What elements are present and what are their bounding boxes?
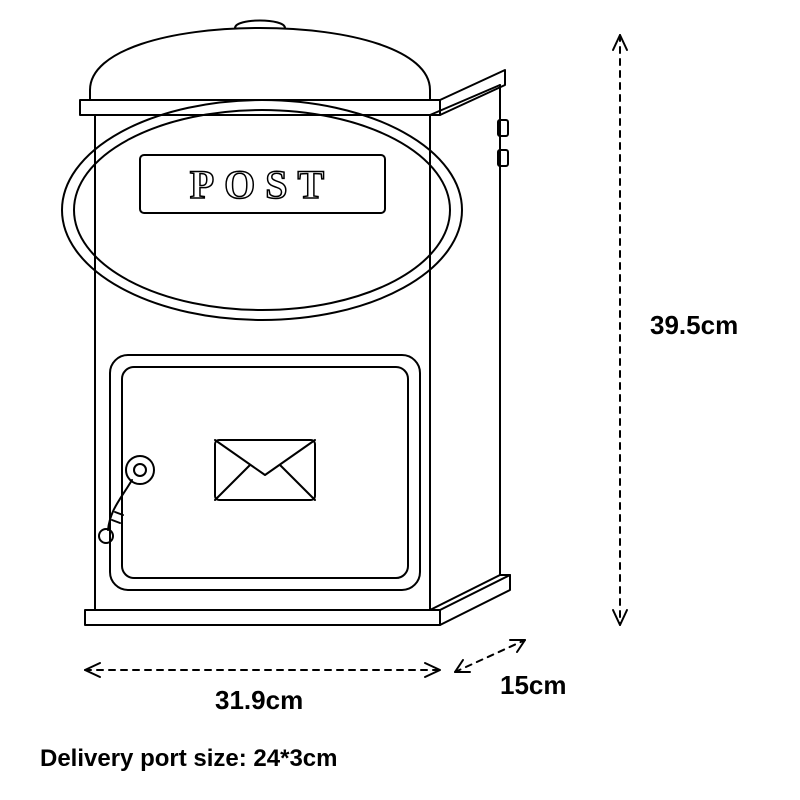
post-label: POST xyxy=(190,162,334,207)
caption-prefix: Delivery port size: xyxy=(40,745,253,772)
depth-label: 15cm xyxy=(500,670,567,701)
delivery-port-caption: Delivery port size: 24*3cm xyxy=(40,745,338,773)
height-label: 39.5cm xyxy=(650,310,738,341)
caption-value: 24*3cm xyxy=(253,745,337,772)
diagram-canvas: POST xyxy=(0,0,800,800)
width-label: 31.9cm xyxy=(215,685,303,716)
